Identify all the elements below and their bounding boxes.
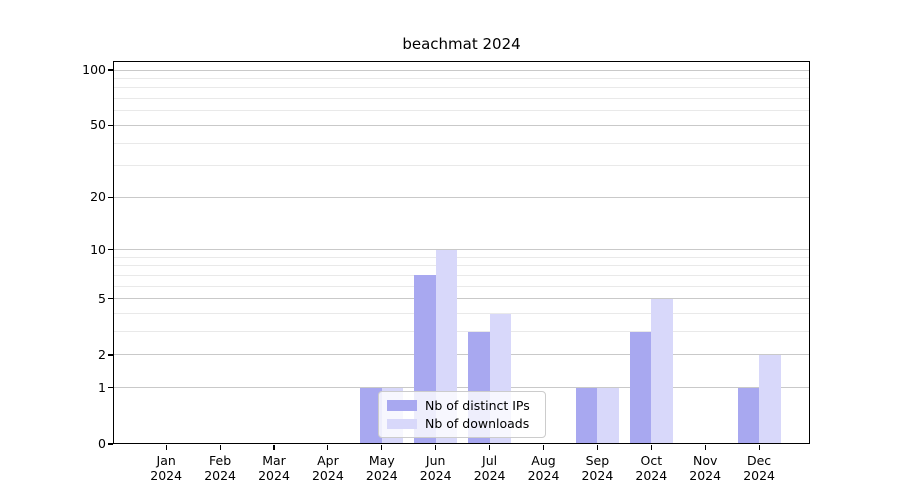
y-tick-label-20: 20 <box>90 189 106 205</box>
legend-label-downloads: Nb of downloads <box>425 416 530 432</box>
x-tick-sep-2024 <box>596 445 598 450</box>
x-tick-label-jan-2024: Jan 2024 <box>150 453 183 483</box>
y-tick-label-2: 2 <box>98 346 106 362</box>
gridline-minor-30 <box>114 165 809 167</box>
x-tick-label-jul-2024: Jul 2024 <box>473 453 506 483</box>
bar-nb-of-distinct-ips-may-2024 <box>360 387 382 444</box>
gridline-minor-70 <box>114 98 809 100</box>
bar-nb-of-downloads-dec-2024 <box>759 354 781 444</box>
y-tick-label-50: 50 <box>90 117 106 133</box>
legend: Nb of distinct IPs Nb of downloads <box>378 391 546 438</box>
legend-swatch-downloads <box>387 418 417 429</box>
gridline-minor-90 <box>114 77 809 79</box>
y-tick-label-5: 5 <box>98 290 106 306</box>
gridline-major-1 <box>114 387 809 389</box>
x-tick-aug-2024 <box>542 445 545 450</box>
y-tick-1 <box>108 387 113 389</box>
gridline-minor-7 <box>114 274 809 276</box>
bar-nb-of-distinct-ips-oct-2024 <box>629 331 652 444</box>
y-tick-20 <box>108 196 113 198</box>
x-tick-apr-2024 <box>327 445 329 450</box>
gridline-minor-40 <box>114 142 809 144</box>
x-tick-label-dec-2024: Dec 2024 <box>743 453 775 483</box>
gridline-major-2 <box>114 354 809 356</box>
gridline-minor-60 <box>114 110 809 112</box>
y-tick-label-0: 0 <box>98 436 106 451</box>
bar-nb-of-downloads-oct-2024 <box>651 298 673 444</box>
x-tick-label-apr-2024: Apr 2024 <box>311 453 344 483</box>
gridline-minor-80 <box>114 87 809 89</box>
x-tick-label-sep-2024: Sep 2024 <box>581 453 614 483</box>
x-tick-feb-2024 <box>219 445 221 450</box>
gridline-major-100 <box>114 69 809 71</box>
y-tick-label-1: 1 <box>98 379 106 395</box>
y-tick-5 <box>108 298 113 300</box>
gridline-major-10 <box>114 249 809 251</box>
gridline-minor-4 <box>114 313 809 315</box>
y-tick-label-10: 10 <box>90 241 106 257</box>
bar-nb-of-distinct-ips-sep-2024 <box>575 387 598 444</box>
legend-swatch-distinct-ips <box>387 400 417 411</box>
legend-label-distinct-ips: Nb of distinct IPs <box>425 397 530 413</box>
y-tick-50 <box>108 124 113 126</box>
gridline-major-20 <box>114 196 809 198</box>
chart-title: beachmat 2024 <box>402 35 521 53</box>
x-tick-label-jun-2024: Jun 2024 <box>419 453 452 483</box>
gridline-minor-6 <box>114 285 809 287</box>
x-tick-nov-2024 <box>704 445 706 450</box>
bar-nb-of-downloads-sep-2024 <box>597 387 619 444</box>
gridline-major-5 <box>114 298 809 300</box>
y-tick-label-100: 100 <box>82 62 106 77</box>
legend-item-distinct-ips: Nb of distinct IPs <box>387 398 537 413</box>
gridline-minor-3 <box>114 331 809 333</box>
gridline-minor-9 <box>114 256 809 258</box>
bar-nb-of-distinct-ips-dec-2024 <box>737 387 760 444</box>
y-tick-10 <box>108 249 113 251</box>
x-tick-label-oct-2024: Oct 2024 <box>635 453 668 483</box>
x-tick-may-2024 <box>381 445 383 450</box>
x-tick-oct-2024 <box>650 445 652 450</box>
y-tick-0 <box>108 443 113 445</box>
y-tick-2 <box>108 354 113 356</box>
x-tick-dec-2024 <box>758 445 760 450</box>
x-tick-jul-2024 <box>489 445 491 450</box>
x-tick-jun-2024 <box>435 445 437 450</box>
gridline-major-50 <box>114 124 809 126</box>
x-tick-label-nov-2024: Nov 2024 <box>689 453 722 483</box>
x-tick-jan-2024 <box>165 445 167 450</box>
x-tick-label-may-2024: May 2024 <box>365 453 398 483</box>
x-tick-label-aug-2024: Aug 2024 <box>527 453 560 483</box>
x-tick-mar-2024 <box>273 445 275 450</box>
x-tick-label-feb-2024: Feb 2024 <box>204 453 236 483</box>
legend-item-downloads: Nb of downloads <box>387 416 537 431</box>
gridline-minor-8 <box>114 265 809 267</box>
x-tick-label-mar-2024: Mar 2024 <box>258 453 290 483</box>
y-tick-100 <box>108 69 113 71</box>
